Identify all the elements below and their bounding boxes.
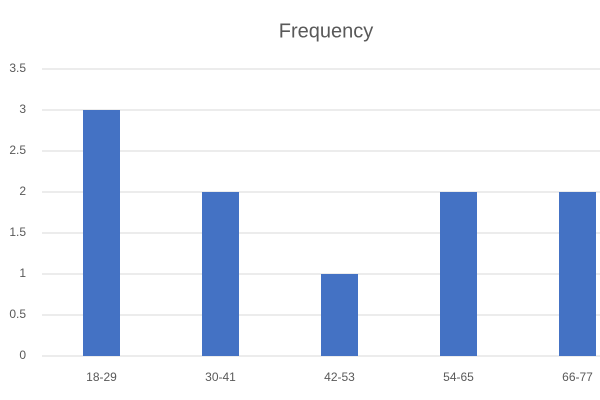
- x-tick-label: 18-29: [86, 370, 117, 384]
- y-tick-label: 3: [19, 102, 26, 116]
- y-tick-label: 3.5: [9, 61, 26, 75]
- y-tick-label: 1: [19, 266, 26, 280]
- bar: [440, 192, 477, 356]
- chart-title: Frequency: [279, 20, 374, 42]
- bar: [83, 110, 120, 356]
- x-tick-label: 54-65: [443, 370, 474, 384]
- x-tick-label: 30-41: [205, 370, 236, 384]
- bar: [321, 274, 358, 356]
- y-tick-label: 1.5: [9, 225, 26, 239]
- bar: [559, 192, 596, 356]
- x-tick-label: 42-53: [324, 370, 355, 384]
- y-tick-label: 2.5: [9, 143, 26, 157]
- y-tick-label: 0: [19, 348, 26, 362]
- bar: [202, 192, 239, 356]
- y-tick-label: 2: [19, 184, 26, 198]
- x-tick-label: 66-77: [562, 370, 593, 384]
- y-tick-label: 0.5: [9, 307, 26, 321]
